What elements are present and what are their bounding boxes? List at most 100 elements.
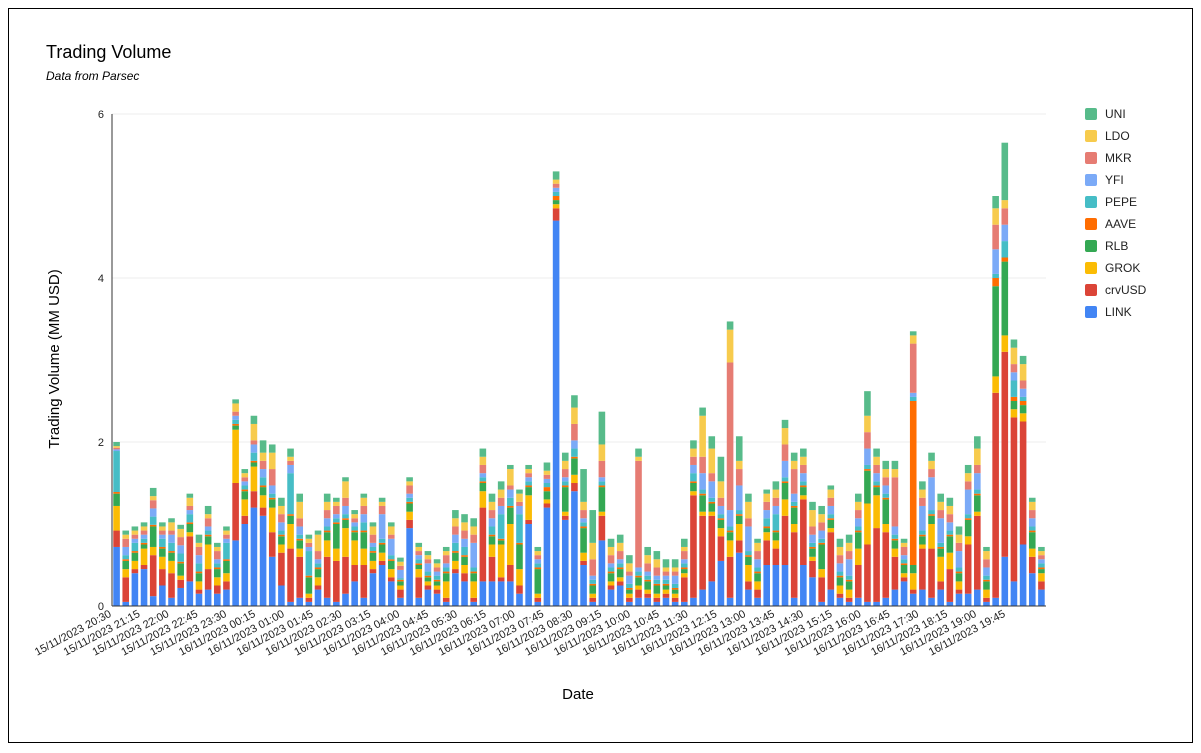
bar-segment-ldo (195, 542, 203, 547)
bar-segment-crvusd (891, 556, 899, 590)
bar-segment-aave (974, 493, 981, 496)
bar-segment-ldo (818, 514, 825, 523)
bar-segment-rlb (662, 585, 670, 590)
bar-segment-link (561, 519, 569, 606)
bar-segment-aave (186, 522, 194, 524)
bar-segment-link (745, 589, 752, 606)
bar-segment-crvusd (122, 577, 130, 602)
bar-stack (1010, 339, 1018, 606)
bar-segment-aave (854, 530, 862, 533)
bar-segment-crvusd (635, 589, 642, 598)
bar-segment-ldo (1028, 501, 1036, 511)
bar-segment-yfi (488, 518, 496, 527)
bar-segment-aave (754, 571, 761, 574)
bar-segment-ldo (827, 489, 835, 498)
chart-title: Trading Volume (46, 42, 172, 62)
bar-segment-uni (1028, 497, 1036, 502)
bar-segment-pepe (607, 567, 615, 572)
bar-segment-yfi (598, 477, 606, 482)
bar-segment-uni (735, 436, 743, 461)
bar-segment-link (287, 601, 294, 606)
bar-segment-crvusd (131, 569, 139, 574)
bar-segment-link (232, 540, 239, 606)
bar-segment-rlb (424, 577, 432, 582)
bar-segment-grok (250, 466, 258, 492)
bar-segment-aave (635, 575, 642, 578)
bar-segment-aave (626, 587, 633, 590)
bar-segment-rlb (268, 499, 276, 508)
bar-segment-yfi (479, 473, 487, 478)
legend-label: YFI (1105, 173, 1124, 187)
bar-segment-yfi (552, 187, 560, 192)
bar-segment-uni (159, 522, 166, 527)
bar-segment-ldo (424, 555, 432, 560)
bar-segment-mkr (1001, 208, 1009, 225)
bar-segment-grok (470, 581, 477, 598)
bar-stack (946, 497, 954, 606)
bar-segment-pepe (864, 464, 871, 470)
bar-segment-ldo (873, 456, 880, 465)
bar-segment-rlb (342, 519, 349, 529)
bar-segment-ldo (406, 481, 413, 486)
bar-segment-rlb (168, 552, 175, 561)
bar-segment-link (543, 507, 551, 606)
bar-stack (250, 415, 258, 606)
bar-segment-grok (919, 544, 926, 549)
bar-segment-aave (214, 567, 221, 570)
bar-segment-crvusd (589, 597, 597, 602)
bar-segment-yfi (1019, 388, 1027, 397)
bar-segment-rlb (626, 589, 633, 594)
bar-segment-mkr (561, 469, 569, 478)
bar-segment-yfi (1010, 372, 1018, 381)
bar-segment-yfi (662, 575, 670, 580)
bar-segment-rlb (607, 573, 615, 582)
bar-segment-rlb (974, 495, 981, 512)
bar-segment-pepe (131, 542, 139, 552)
bar-segment-crvusd (598, 515, 606, 541)
bar-segment-ldo (589, 542, 597, 560)
bar-segment-link (259, 515, 267, 606)
bar-segment-crvusd (424, 585, 432, 590)
bar-segment-grok (543, 499, 551, 504)
bar-segment-rlb (772, 532, 780, 541)
bar-segment-mkr (470, 534, 477, 543)
bar-segment-grok (845, 589, 853, 598)
bar-segment-uni (149, 487, 157, 497)
bar-segment-rlb (149, 526, 157, 547)
bar-segment-aave (525, 485, 532, 488)
bar-segment-pepe (113, 451, 120, 493)
bar-segment-aave (616, 567, 624, 570)
bar-stack (525, 464, 532, 606)
bar-segment-rlb (525, 487, 532, 496)
bar-segment-mkr (415, 551, 423, 556)
bar-segment-link (928, 597, 935, 606)
bar-stack (626, 555, 633, 606)
bar-segment-rlb (543, 491, 551, 500)
bar-segment-yfi (1001, 224, 1009, 242)
bar-segment-mkr (1019, 380, 1027, 389)
bar-segment-ldo (452, 518, 459, 527)
bar-segment-aave (937, 546, 944, 549)
bar-segment-crvusd (543, 503, 551, 508)
bar-segment-yfi (580, 518, 587, 523)
bar-segment-mkr (1010, 364, 1018, 373)
legend-item-crvusd: crvUSD (1085, 283, 1147, 297)
bar-stack (424, 551, 432, 606)
bar-segment-yfi (818, 530, 825, 539)
bar-segment-mkr (763, 501, 771, 511)
bar-segment-uni (333, 497, 340, 502)
bar-segment-crvusd (690, 495, 697, 598)
bar-stack (360, 493, 368, 606)
bar-segment-grok (278, 544, 285, 553)
bar-segment-crvusd (745, 581, 752, 590)
bar-segment-rlb (891, 540, 899, 549)
bar-segment-aave (433, 579, 441, 582)
bar-segment-pepe (699, 489, 706, 494)
bar-segment-ldo (168, 522, 175, 531)
bar-segment-crvusd (717, 536, 725, 561)
bar-segment-rlb (882, 499, 890, 524)
bar-segment-ldo (214, 546, 221, 552)
bar-segment-grok (900, 573, 908, 578)
bar-segment-rlb (507, 507, 514, 524)
bar-segment-link (387, 581, 395, 606)
